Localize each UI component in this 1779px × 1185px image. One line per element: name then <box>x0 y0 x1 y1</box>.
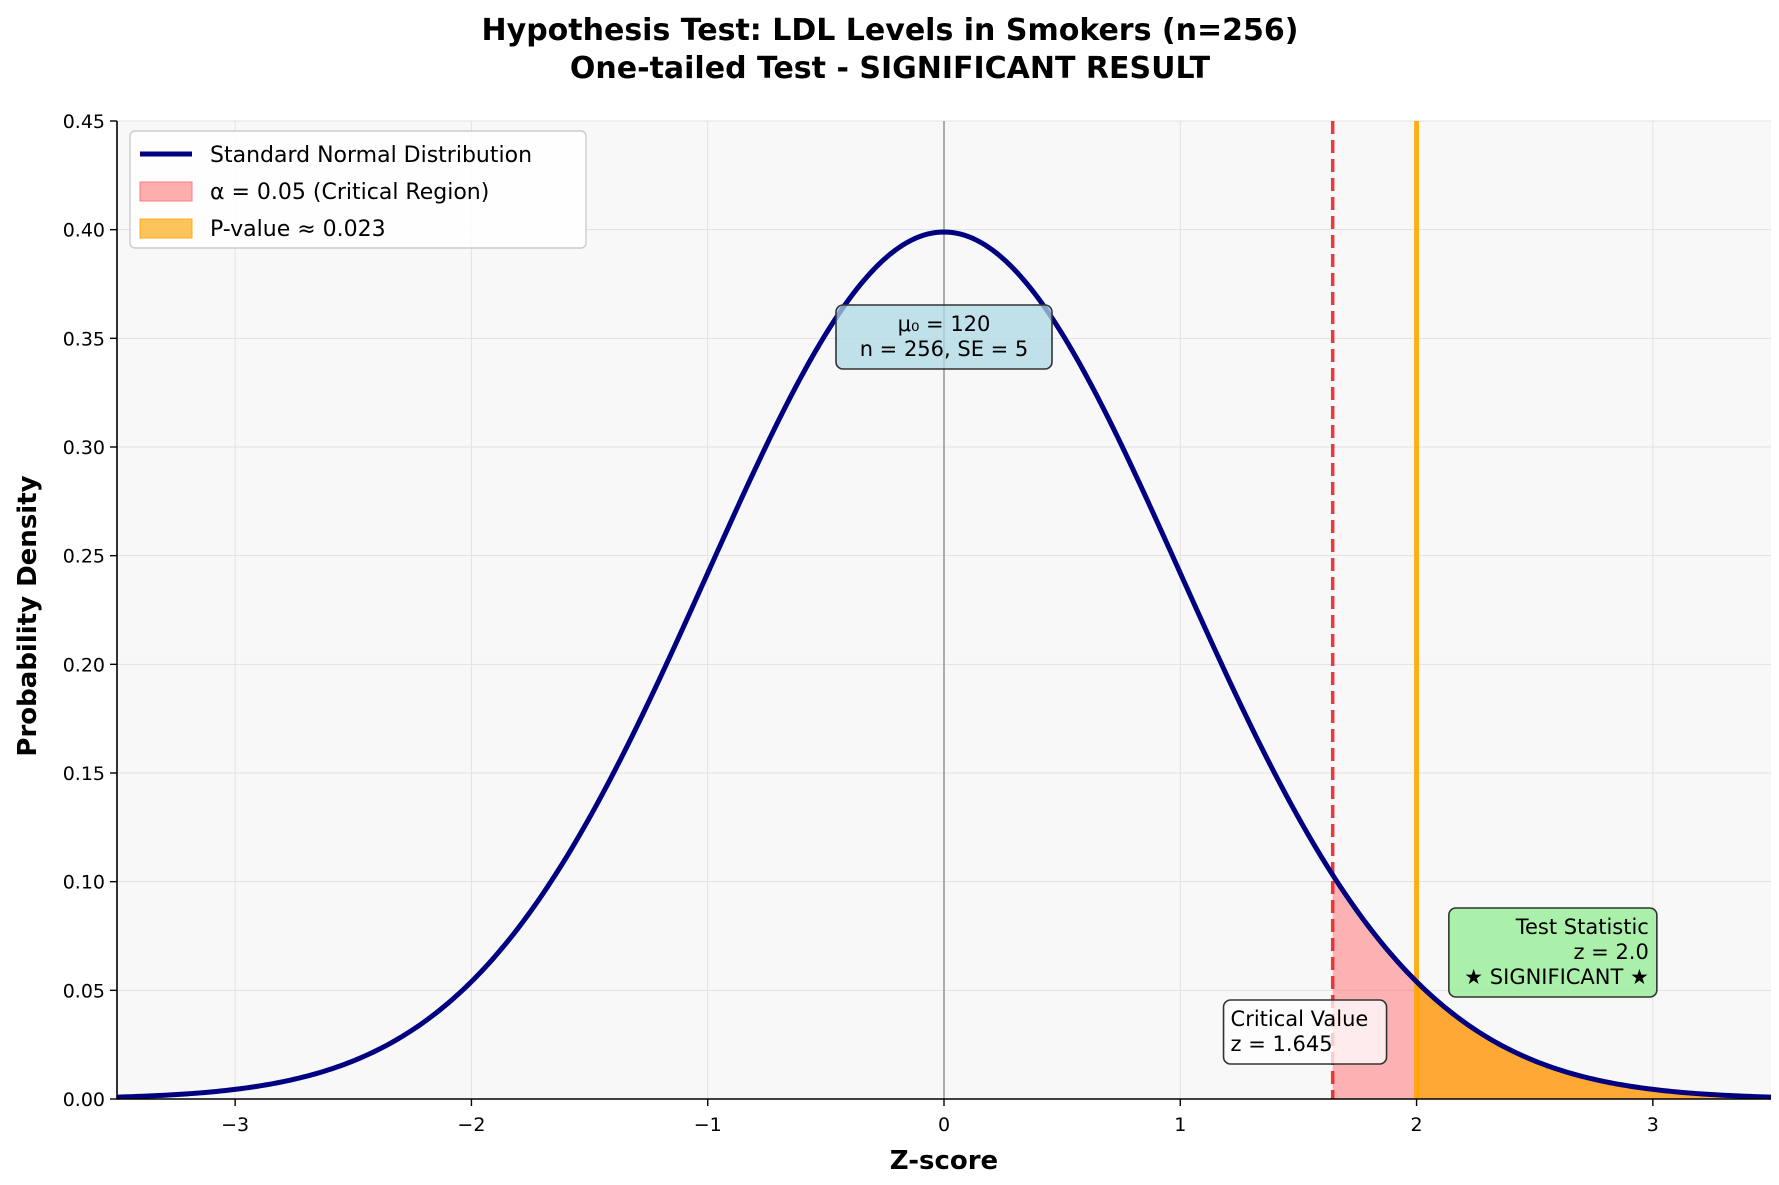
curve-group <box>116 229 1772 1100</box>
legend: Standard Normal Distribution α = 0.05 (Cr… <box>129 130 587 249</box>
legend-label-1: α = 0.05 (Critical Region) <box>210 180 489 205</box>
y-tick-label-9: 0.45 <box>63 111 105 133</box>
legend-swatch-2 <box>139 218 193 239</box>
reference-lines <box>943 121 1420 1099</box>
annotation-text-mu-1: n = 256, SE = 5 <box>860 337 1029 361</box>
annotation-text-test-1: z = 2.0 <box>1573 940 1648 964</box>
y-ticks: 0.00 0.05 0.10 0.15 0.20 0.25 0.30 0.35 0.40 0.45 <box>63 111 117 1111</box>
y-tick-label-5: 0.25 <box>63 546 105 568</box>
annotation-text-mu-0: μ₀ = 120 <box>898 312 991 336</box>
y-tick-label-3: 0.15 <box>63 763 105 785</box>
chart-title-line-1: Hypothesis Test: LDL Levels in Smokers (… <box>482 13 1299 48</box>
legend-label-0: Standard Normal Distribution <box>210 143 532 168</box>
y-tick-label-0: 0.00 <box>63 1089 105 1111</box>
y-tick-label-6: 0.30 <box>63 437 105 459</box>
p-value-area <box>1416 981 1771 1099</box>
x-tick-label-5: 2 <box>1411 1114 1423 1136</box>
annotation-box-mu <box>835 304 1053 370</box>
legend-swatch-1 <box>139 181 193 202</box>
y-tick-label-8: 0.40 <box>63 220 105 242</box>
annotation-box-critical <box>1222 999 1388 1065</box>
y-tick-label-7: 0.35 <box>63 328 105 350</box>
y-tick-label-4: 0.20 <box>63 654 105 676</box>
y-tick-label-2: 0.10 <box>63 872 105 894</box>
annotation-box-test <box>1448 907 1658 998</box>
x-tick-label-3: 0 <box>938 1114 950 1136</box>
x-tick-label-0: −3 <box>221 1114 249 1136</box>
y-axis-label: Probability Density <box>13 475 43 756</box>
annotation-text-test-2: ★ SIGNIFICANT ★ <box>1464 965 1649 989</box>
annotation-text-critical-0: Critical Value <box>1231 1007 1369 1031</box>
x-tick-label-1: −2 <box>457 1114 485 1136</box>
x-tick-label-2: −1 <box>694 1114 722 1136</box>
x-axis-label: Z-score <box>890 1146 998 1176</box>
y-tick-label-1: 0.05 <box>63 980 105 1002</box>
chart-title-line-2: One-tailed Test - SIGNIFICANT RESULT <box>570 51 1211 86</box>
legend-frame <box>129 130 587 249</box>
legend-label-2: P-value ≈ 0.023 <box>210 217 386 242</box>
annotation-text-test-0: Test Statistic <box>1515 915 1649 939</box>
x-tick-label-4: 1 <box>1174 1114 1186 1136</box>
x-tick-label-6: 3 <box>1647 1114 1659 1136</box>
x-ticks: −3 −2 −1 0 1 2 3 <box>221 1099 1659 1136</box>
fill-regions <box>1332 874 1771 1099</box>
normal-curve <box>116 229 1772 1100</box>
annotation-text-critical-1: z = 1.645 <box>1231 1032 1333 1056</box>
